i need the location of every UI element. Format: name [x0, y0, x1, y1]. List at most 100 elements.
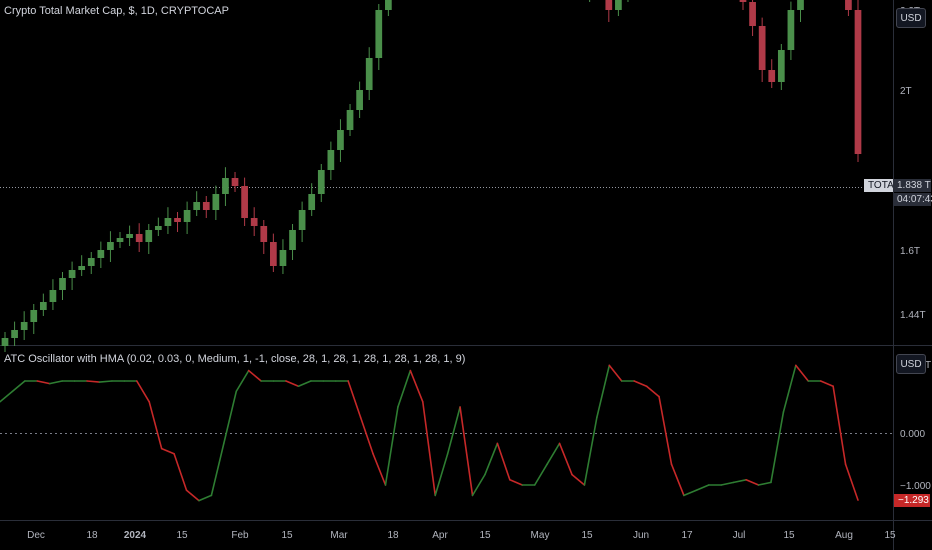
oscillator-line-segment	[247, 369, 262, 382]
candle-body	[385, 0, 392, 10]
oscillator-line-segment	[285, 380, 300, 388]
last-price-tag: 1.838 T	[893, 179, 931, 192]
oscillator-line-segment	[446, 406, 461, 455]
oscillator-line-segment	[173, 452, 188, 492]
candle-body	[59, 278, 66, 290]
candle-body	[308, 194, 316, 210]
candle-body	[270, 242, 277, 266]
oscillator-line-segment	[533, 463, 548, 486]
candle-body	[797, 0, 804, 10]
candle-body	[777, 50, 785, 82]
candle-body	[327, 150, 335, 170]
candle-body	[787, 10, 795, 50]
candle-body	[279, 250, 287, 266]
candle-body	[337, 130, 344, 150]
candle-body	[78, 266, 86, 270]
time-axis-label: 15	[479, 530, 491, 541]
oscillator-title: ATC Oscillator with HMA (0.02, 0.03, 0, …	[4, 353, 466, 365]
oscillator-line-segment	[384, 406, 399, 486]
oscillator-line-segment	[434, 452, 449, 497]
oscillator-line-segment	[583, 416, 598, 486]
candle-body	[202, 202, 210, 210]
oscillator-line-segment	[347, 380, 362, 419]
oscillator-line-segment	[409, 369, 424, 403]
oscillator-line-segment	[148, 400, 163, 450]
oscillator-line-segment	[160, 447, 175, 455]
oscillator-line-segment	[98, 380, 113, 383]
candle-body	[317, 170, 325, 194]
candle-body	[39, 302, 47, 310]
time-axis-label: Mar	[330, 530, 348, 541]
oscillator-line-segment	[795, 364, 810, 382]
oscillator-line-segment	[782, 364, 797, 414]
oscillator-line-segment	[645, 385, 660, 398]
candle-body	[231, 178, 239, 186]
oscillator-line-segment	[844, 463, 859, 501]
oscillator-line-segment	[484, 442, 499, 476]
oscillator-line-segment	[695, 484, 710, 492]
time-axis-label: Apr	[432, 530, 448, 541]
candle-body	[241, 186, 248, 218]
oscillator-line-segment	[509, 478, 524, 486]
candle-body	[1, 338, 9, 346]
time-axis-label: 2024	[124, 530, 147, 541]
oscillator-line-segment	[135, 380, 151, 403]
oscillator-currency-button[interactable]: USD	[896, 354, 926, 374]
candle-body	[11, 330, 18, 338]
time-axis-label: 18	[86, 530, 98, 541]
oscillator-line-segment	[720, 481, 735, 486]
time-axis-label: Jul	[733, 530, 746, 541]
main-pane-title: Crypto Total Market Cap, $, 1D, CRYPTOCA…	[4, 5, 229, 17]
oscillator-line-segment	[670, 463, 685, 497]
oscillator-line-segment	[223, 390, 238, 445]
oscillator-line-segment	[757, 481, 772, 486]
oscillator-line-segment	[732, 478, 747, 484]
candle-body	[375, 10, 383, 58]
oscillator-line-segment	[297, 380, 312, 388]
oscillator-line-segment	[496, 442, 511, 481]
oscillator-line-segment	[633, 380, 648, 388]
candle-body	[68, 270, 76, 278]
oscillator-line-segment	[558, 442, 573, 476]
time-axis-label: 17	[681, 530, 693, 541]
candle-body	[30, 310, 38, 322]
oscillator-line-segment	[683, 489, 698, 497]
oscillator-line-segment	[372, 452, 387, 486]
candle-body	[605, 0, 613, 10]
candle-body	[193, 202, 201, 210]
time-axis-label: Feb	[231, 530, 249, 541]
oscillator-line-segment	[0, 390, 14, 403]
price-tick-label: 1.44T	[900, 310, 926, 321]
oscillator-line-segment	[36, 380, 51, 385]
oscillator-line-segment	[832, 385, 847, 466]
time-axis-label: May	[531, 530, 550, 541]
candle-body	[97, 250, 105, 258]
main-currency-button[interactable]: USD	[896, 8, 926, 28]
oscillator-line-segment	[11, 380, 26, 393]
oscillator-last-value-tag: −1.293	[894, 494, 930, 507]
candle-body	[49, 290, 57, 302]
candle-body	[135, 234, 143, 242]
oscillator-line-segment	[48, 380, 63, 385]
candle-body	[116, 238, 124, 242]
price-tick-label: 1.6T	[900, 246, 920, 257]
oscillator-line-segment	[770, 411, 785, 484]
candle-body	[260, 226, 268, 242]
candle-body	[20, 322, 28, 330]
oscillator-line-segment	[745, 478, 760, 486]
oscillator-line-segment	[359, 416, 374, 455]
candle-body	[768, 70, 776, 82]
candle-body	[365, 58, 373, 90]
oscillator-line-segment	[185, 489, 200, 502]
oscillator-line-segment	[210, 442, 225, 497]
candle-body	[154, 226, 162, 230]
candle-body	[250, 218, 258, 226]
oscillator-line-segment	[459, 406, 474, 497]
candle-body	[298, 210, 306, 230]
time-axis-label: 15	[783, 530, 795, 541]
oscillator-line-segment	[608, 364, 623, 382]
candle-body	[749, 1, 756, 26]
candle-body	[126, 234, 133, 238]
time-axis-label: 15	[884, 530, 896, 541]
